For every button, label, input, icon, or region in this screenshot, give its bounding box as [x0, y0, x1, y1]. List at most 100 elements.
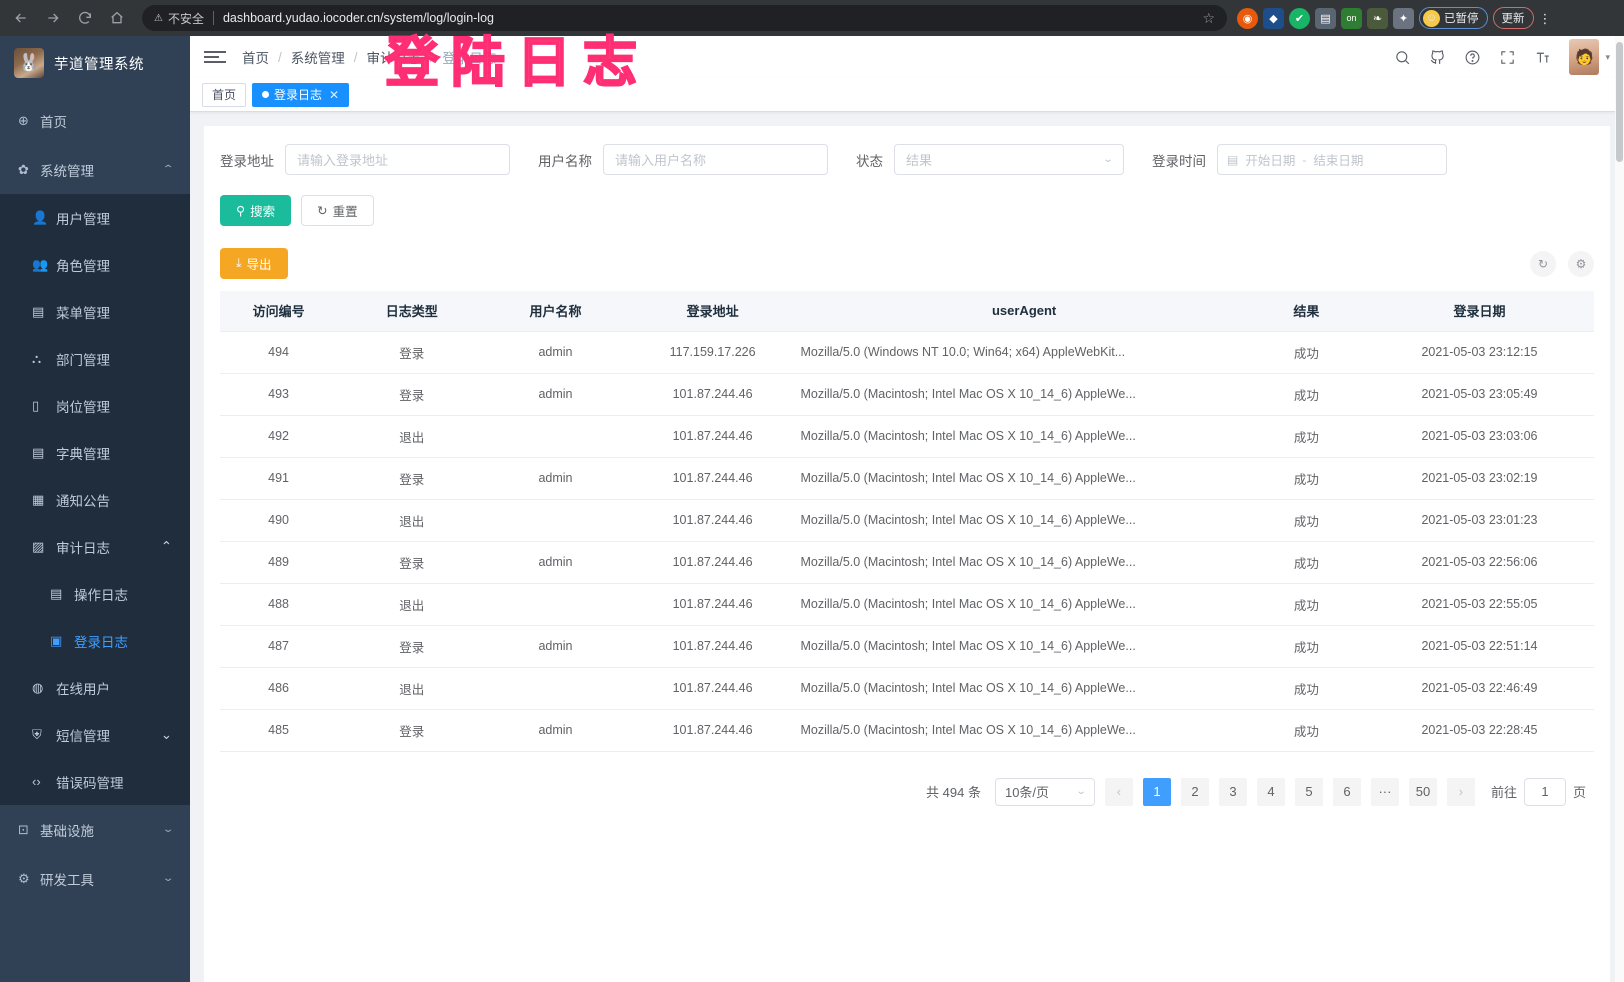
status-select[interactable]: 结果 ⌄	[894, 144, 1124, 175]
sidebar-item-home[interactable]: ⊕ 首页	[0, 96, 190, 145]
puzzle-extension-icon[interactable]: ✦	[1393, 7, 1414, 29]
green-check-extension-icon[interactable]: ✔	[1289, 7, 1310, 29]
help-circle-icon[interactable]	[1464, 49, 1481, 66]
refresh-table-icon[interactable]: ↻	[1530, 250, 1556, 277]
update-button[interactable]: 更新	[1492, 7, 1534, 29]
cell-type: 登录	[337, 709, 487, 752]
column-header-addr[interactable]: 登录地址	[624, 291, 801, 332]
start-date-input[interactable]: 开始日期	[1245, 154, 1296, 168]
back-arrow-icon[interactable]	[6, 3, 36, 33]
breadcrumb-item-audit-log[interactable]: 审计日志	[366, 51, 421, 66]
table-row[interactable]: 486 退出 101.87.244.46 Mozilla/5.0 (Macintosh…	[220, 667, 1594, 710]
sidebar-item-dictionary[interactable]: ▤ 字典管理	[0, 429, 190, 476]
cell-addr: 101.87.244.46	[624, 415, 801, 458]
sidebar-item-roles[interactable]: 👥 角色管理	[0, 241, 190, 288]
export-button[interactable]: ⤓ 导出	[220, 248, 288, 279]
search-button[interactable]: ⚲ 搜索	[220, 195, 292, 226]
prev-page-button[interactable]: ‹	[1104, 777, 1133, 806]
sidebar-item-system[interactable]: ✿ 系统管理 ⌃	[0, 145, 190, 194]
next-page-button[interactable]: ›	[1446, 777, 1475, 806]
page-scrollbar-thumb[interactable]	[1616, 42, 1623, 162]
reload-icon[interactable]	[70, 3, 100, 33]
table-row[interactable]: 491 登录 admin 101.87.244.46 Mozilla/5.0 (Maci…	[220, 457, 1594, 500]
column-header-id[interactable]: 访问编号	[220, 291, 338, 332]
page-button-3[interactable]: 3	[1218, 777, 1247, 806]
column-header-result[interactable]: 结果	[1247, 291, 1365, 332]
column-settings-icon[interactable]: ⚙	[1568, 250, 1594, 277]
login-address-input[interactable]: 请输入登录地址	[285, 144, 510, 175]
sidebar-item-dev-tools[interactable]: ⚙ 研发工具 ⌄	[0, 854, 190, 903]
forward-arrow-icon[interactable]	[38, 3, 68, 33]
table-row[interactable]: 489 登录 admin 101.87.244.46 Mozilla/5.0 (Maci…	[220, 541, 1594, 584]
blue-diamond-extension-icon[interactable]: ◆	[1263, 7, 1284, 29]
paused-status-pill[interactable]: ☺ 已暂停	[1419, 7, 1488, 29]
cell-user: admin	[486, 541, 625, 584]
search-icon[interactable]	[1394, 49, 1411, 66]
sidebar-item-login-log[interactable]: ▣ 登录日志	[0, 617, 190, 664]
column-header-date[interactable]: 登录日期	[1364, 291, 1594, 332]
github-icon[interactable]	[1429, 49, 1446, 66]
column-header-user[interactable]: 用户名称	[486, 291, 625, 332]
page-button-4[interactable]: 4	[1256, 777, 1285, 806]
page-button-5[interactable]: 5	[1294, 777, 1323, 806]
blue-note-extension-icon[interactable]: ▤	[1315, 7, 1336, 29]
fullscreen-icon[interactable]	[1499, 49, 1516, 66]
table-row[interactable]: 490 退出 101.87.244.46 Mozilla/5.0 (Macintosh…	[220, 499, 1594, 542]
cell-type: 退出	[337, 499, 487, 542]
tab-home[interactable]: 首页	[202, 82, 247, 107]
page-button-last[interactable]: 50	[1408, 777, 1437, 806]
avatar[interactable]: 🧑 ▾	[1569, 39, 1610, 75]
hamburger-icon[interactable]	[204, 51, 226, 63]
sidebar-item-menus[interactable]: ▤ 菜单管理	[0, 288, 190, 335]
home-icon[interactable]	[102, 3, 132, 33]
sidebar-item-departments[interactable]: ⛬ 部门管理	[0, 335, 190, 382]
page-button-1[interactable]: 1	[1142, 777, 1171, 806]
sidebar-item-online-users[interactable]: ◍ 在线用户	[0, 664, 190, 711]
breadcrumb-item-system[interactable]: 系统管理	[290, 51, 345, 66]
orange-ring-extension-icon[interactable]: ◉	[1237, 7, 1258, 29]
close-icon[interactable]: ✕	[329, 87, 340, 102]
cell-date: 2021-05-03 23:03:06	[1364, 415, 1594, 458]
table-row[interactable]: 494 登录 admin 117.159.17.226 Mozilla/5.0 (Win…	[220, 331, 1594, 374]
font-size-icon[interactable]	[1534, 49, 1551, 66]
brand-logo-row[interactable]: 🐰 芋道管理系统	[0, 36, 190, 90]
sidebar-item-operation-log[interactable]: ▤ 操作日志	[0, 570, 190, 617]
cell-type: 登录	[337, 331, 487, 374]
sidebar-item-infrastructure[interactable]: ⊡ 基础设施 ⌄	[0, 805, 190, 854]
page-button-6[interactable]: 6	[1332, 777, 1361, 806]
tab-login-log[interactable]: 登录日志 ✕	[252, 82, 350, 107]
sidebar-item-label: 部门管理	[56, 352, 110, 368]
table-header-row: 访问编号 日志类型 用户名称 登录地址 userAgent 结果 登录日期	[220, 291, 1594, 332]
end-date-input[interactable]: 结束日期	[1313, 154, 1364, 168]
page-button-2[interactable]: 2	[1180, 777, 1209, 806]
table-row[interactable]: 487 登录 admin 101.87.244.46 Mozilla/5.0 (Maci…	[220, 625, 1594, 668]
book-icon: ▤	[32, 444, 45, 460]
page-ellipsis[interactable]: ···	[1370, 777, 1399, 806]
reset-button[interactable]: ↻ 重置	[301, 195, 374, 226]
on-toggle-extension-icon[interactable]: on	[1341, 7, 1362, 29]
kebab-menu-icon[interactable]: ⋮	[1538, 10, 1552, 26]
breadcrumb-item-home[interactable]: 首页	[242, 51, 269, 66]
column-header-type[interactable]: 日志类型	[337, 291, 487, 332]
column-header-ua[interactable]: userAgent	[800, 291, 1248, 332]
star-icon[interactable]: ☆	[1202, 9, 1215, 26]
sidebar-item-error-codes[interactable]: ‹› 错误码管理	[0, 758, 190, 805]
address-bar[interactable]: ⚠ 不安全 dashboard.yudao.iocoder.cn/system/…	[142, 5, 1227, 31]
green-leaf-extension-icon[interactable]: ❧	[1367, 7, 1388, 29]
chevron-down-icon: ⌄	[1075, 786, 1087, 797]
sidebar-item-label: 审计日志	[56, 540, 110, 556]
sidebar-item-positions[interactable]: ▯ 岗位管理	[0, 382, 190, 429]
login-time-daterange[interactable]: ▤ 开始日期 - 结束日期	[1217, 144, 1447, 175]
sidebar-item-audit-log[interactable]: ▨ 审计日志 ⌃	[0, 523, 190, 570]
jump-page-input[interactable]: 1	[1523, 777, 1566, 806]
sidebar-item-users[interactable]: 👤 用户管理	[0, 194, 190, 241]
page-size-select[interactable]: 10条/页 ⌄	[994, 777, 1095, 806]
sidebar-item-sms[interactable]: ⛨ 短信管理 ⌄	[0, 711, 190, 758]
username-input[interactable]: 请输入用户名称	[603, 144, 828, 175]
sidebar-item-notices[interactable]: ▦ 通知公告	[0, 476, 190, 523]
table-row[interactable]: 485 登录 admin 101.87.244.46 Mozilla/5.0 (Maci…	[220, 709, 1594, 752]
table-row[interactable]: 493 登录 admin 101.87.244.46 Mozilla/5.0 (Maci…	[220, 373, 1594, 416]
page-scrollbar-track[interactable]	[1615, 36, 1624, 982]
table-row[interactable]: 492 退出 101.87.244.46 Mozilla/5.0 (Macintosh…	[220, 415, 1594, 458]
table-row[interactable]: 488 退出 101.87.244.46 Mozilla/5.0 (Macintosh…	[220, 583, 1594, 626]
